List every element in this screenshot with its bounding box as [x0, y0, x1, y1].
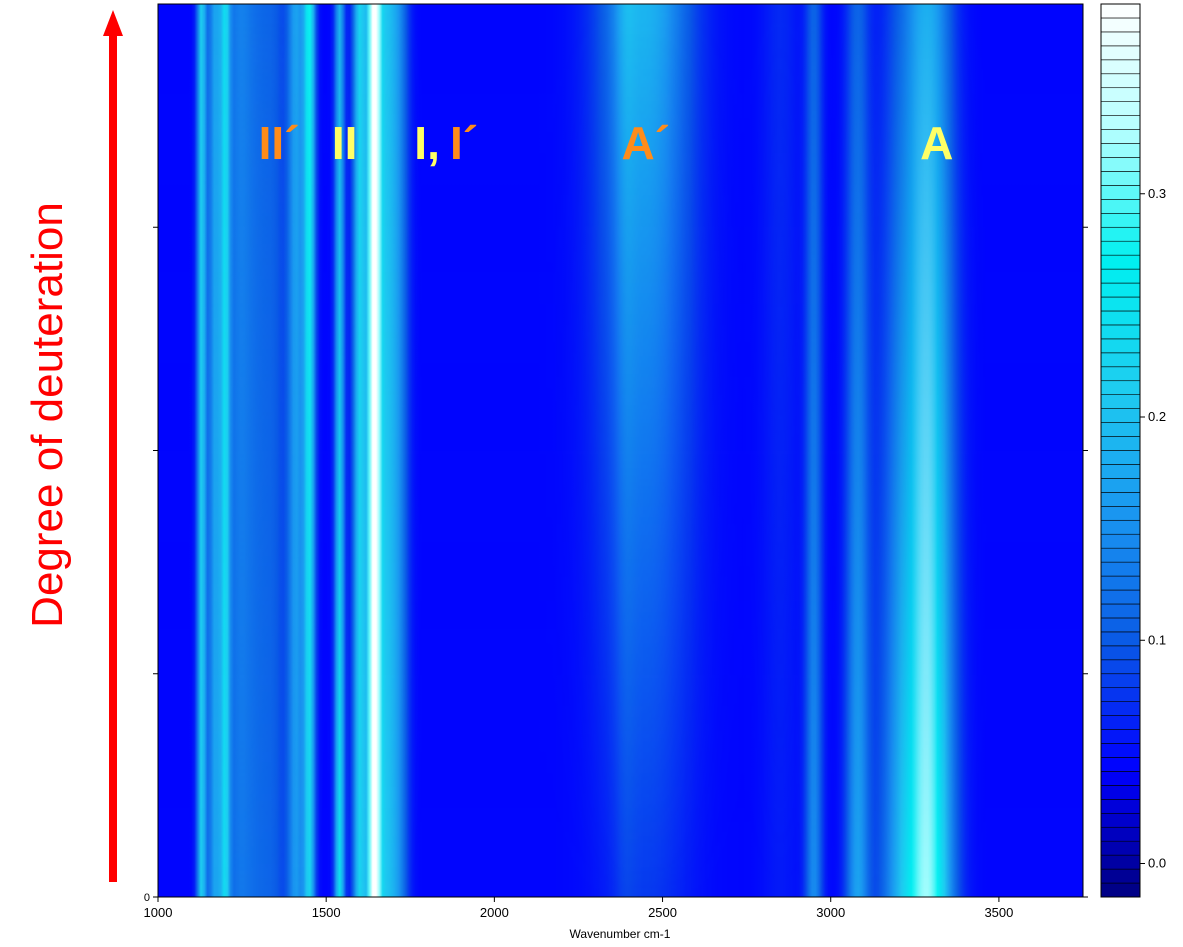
colorbar-segment	[1100, 450, 1141, 465]
y-axis-label: Degree of deuteration	[23, 202, 72, 628]
arrow-head	[103, 10, 123, 36]
colorbar-segment	[1100, 115, 1141, 130]
colorbar-tick-label: 0.2	[1148, 409, 1166, 424]
colorbar-segment	[1100, 701, 1141, 716]
colorbar-segment	[1100, 240, 1141, 256]
colorbar-segment	[1100, 282, 1141, 298]
colorbar-segment	[1100, 408, 1141, 423]
colorbar-segment	[1100, 87, 1141, 102]
colorbar-segment	[1100, 157, 1141, 172]
colorbar-tick-label: 0.0	[1148, 856, 1166, 871]
band-annotations: II´ II I, I´ A´ A	[259, 117, 954, 169]
colorbar-segment	[1100, 45, 1141, 61]
colorbar-segment	[1100, 589, 1141, 605]
colorbar-segment	[1100, 631, 1141, 647]
colorbar-segment	[1100, 533, 1141, 549]
band-annotation: A	[920, 117, 953, 169]
colorbar-segment	[1100, 757, 1141, 772]
colorbar-segment	[1100, 840, 1141, 856]
colorbar-segment	[1100, 868, 1141, 884]
y-tick-label: 0	[144, 892, 150, 904]
colorbar-segment	[1100, 171, 1141, 186]
x-tick-label: 3500	[984, 905, 1013, 920]
colorbar-segment	[1100, 882, 1141, 898]
colorbar-segment	[1100, 129, 1141, 144]
colorbar-segment	[1100, 296, 1141, 312]
colorbar-segment	[1100, 464, 1141, 479]
colorbar-segment	[1100, 226, 1141, 242]
colorbar-tick-label: 0.1	[1148, 632, 1166, 647]
colorbar-segment	[1100, 73, 1141, 89]
colorbar-segment	[1100, 854, 1141, 870]
colorbar-segment	[1100, 673, 1141, 689]
colorbar-segment	[1100, 310, 1141, 326]
colorbar-frame	[1100, 3, 1141, 898]
colorbar-segment	[1100, 268, 1141, 284]
colorbar-segment	[1100, 101, 1141, 116]
plot-area	[158, 4, 1083, 897]
colorbar-segment	[1100, 561, 1141, 577]
colorbar-segment	[1100, 199, 1141, 214]
heatmap-surface-bottom	[158, 4, 1083, 897]
colorbar-segment	[1100, 324, 1141, 340]
band-annotation: A´	[621, 117, 670, 169]
band-annotation: I,	[414, 117, 440, 169]
colorbar-segment	[1100, 352, 1141, 368]
colorbar-segment	[1100, 254, 1141, 270]
colorbar-segment	[1100, 422, 1141, 437]
x-tick-label: 1000	[144, 905, 173, 920]
axes: 1000 1500 2000 2500 3000 3500 0	[144, 3, 1088, 920]
colorbar-segment	[1100, 338, 1141, 354]
colorbar-segment	[1100, 394, 1141, 409]
colorbar-segment	[1100, 492, 1141, 507]
band-annotation: II´	[259, 117, 300, 169]
colorbar-segment	[1100, 59, 1141, 75]
colorbar-segment	[1100, 771, 1141, 786]
colorbar-segment	[1100, 436, 1141, 451]
colorbar-segment	[1100, 185, 1141, 200]
colorbar-segment	[1100, 826, 1141, 842]
colorbar-segment	[1100, 729, 1141, 744]
colorbar-segment	[1100, 366, 1141, 382]
colorbar-tick-label: 0.3	[1148, 186, 1166, 201]
colorbar-segment	[1100, 785, 1141, 800]
colorbar-segment	[1100, 506, 1141, 521]
colorbar-segment	[1100, 715, 1141, 730]
colorbar-segment	[1100, 812, 1141, 828]
colorbar-segment	[1100, 575, 1141, 591]
x-tick-label: 2500	[648, 905, 677, 920]
colorbar-segment	[1100, 478, 1141, 493]
colorbar-segment	[1100, 547, 1141, 563]
colorbar-segment	[1100, 617, 1141, 633]
colorbar-segment	[1100, 743, 1141, 758]
colorbar-segment	[1100, 143, 1141, 158]
colorbar-segment	[1100, 519, 1141, 535]
colorbar-segment	[1100, 31, 1141, 47]
colorbar-segment	[1100, 687, 1141, 702]
x-tick-label: 3000	[816, 905, 845, 920]
colorbar-segment	[1100, 659, 1141, 675]
x-tick-label: 1500	[312, 905, 341, 920]
x-tick-label: 2000	[480, 905, 509, 920]
colorbar-segment	[1100, 212, 1141, 228]
colorbar-segment	[1100, 603, 1141, 619]
deuteration-arrow	[103, 10, 123, 882]
colorbar-segment	[1100, 380, 1141, 395]
band-annotation: I´	[450, 117, 478, 169]
colorbar: 0.0 0.1 0.2 0.3	[1100, 3, 1166, 898]
colorbar-segment	[1100, 799, 1141, 814]
colorbar-segment	[1100, 17, 1141, 33]
x-axis-label: Wavenumber cm-1	[570, 927, 671, 941]
band-annotation: II	[332, 117, 358, 169]
colorbar-segment	[1100, 3, 1141, 19]
colorbar-segment	[1100, 645, 1141, 661]
